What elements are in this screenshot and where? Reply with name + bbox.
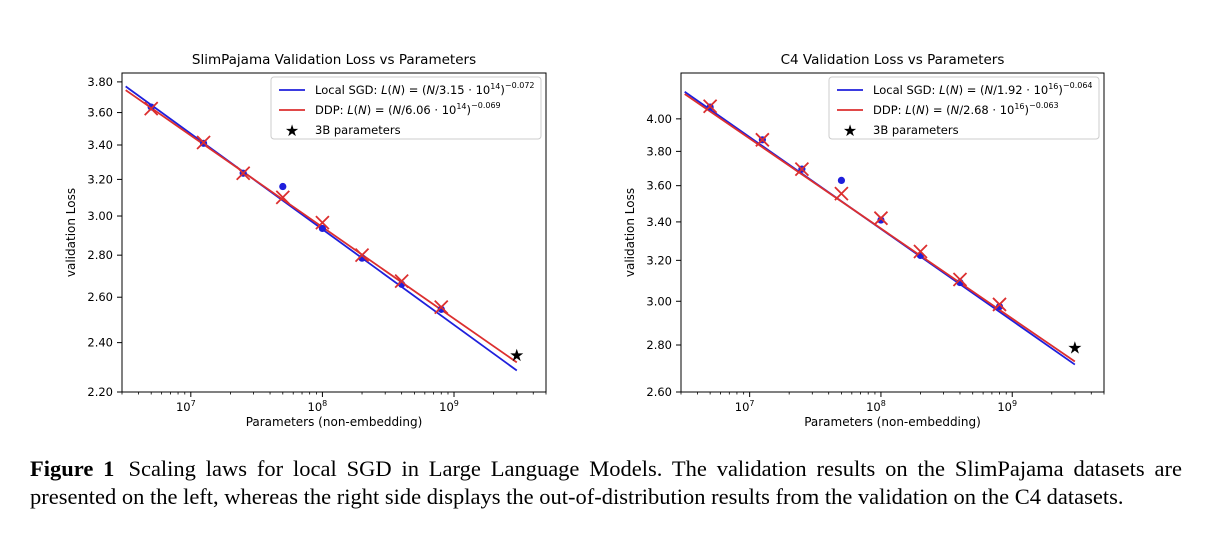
chart-panel-1: SlimPajama Validation Loss vs Parameters… — [64, 52, 547, 429]
y-tick-label: 4.00 — [646, 112, 672, 126]
ddp-point — [275, 190, 290, 205]
ddp-point — [196, 135, 211, 150]
figure: SlimPajama Validation Loss vs Parameters… — [64, 52, 1105, 429]
y-tick-label: 3.80 — [646, 144, 672, 158]
ddp-point — [144, 101, 159, 116]
ddp-point — [873, 211, 889, 226]
local-sgd-point — [147, 103, 155, 111]
x-axis-label: Parameters (non-embedding) — [246, 415, 423, 429]
legend: Local SGD: L(N) = (N/1.92 · 1016)−0.064 D… — [828, 76, 1100, 140]
ddp-point — [434, 299, 449, 315]
local-sgd-point — [318, 224, 327, 233]
x-tick-label: 107 — [176, 399, 196, 414]
y-axis-label: validation Loss — [64, 188, 78, 277]
legend-entry: Local SGD: L(N) = (N/1.92 · 1016)−0.064 — [873, 81, 1093, 97]
y-tick-label: 2.40 — [87, 336, 113, 350]
ddp-point — [952, 272, 968, 287]
ddp-point — [394, 273, 409, 289]
y-tick-label: 3.20 — [87, 172, 113, 186]
local-sgd-point — [995, 302, 1004, 311]
3b-parameters-point: ★ — [1067, 338, 1082, 358]
x-axis-label: Parameters (non-embedding) — [804, 415, 981, 429]
caption-text: Scaling laws for local SGD in Large Lang… — [30, 456, 1182, 509]
legend: Local SGD: L(N) = (N/3.15 · 1014)−0.072 D… — [270, 76, 542, 140]
y-tick-label: 3.40 — [87, 138, 113, 152]
y-tick-label: 3.60 — [646, 179, 672, 193]
legend-entry: DDP: L(N) = (N/2.68 · 1016)−0.063 — [873, 101, 1059, 117]
y-tick-label: 2.60 — [646, 385, 672, 399]
plot-frame — [121, 72, 547, 393]
ddp-point — [834, 186, 849, 201]
y-tick-label: 3.60 — [87, 106, 113, 120]
legend-entry: 3B parameters — [873, 123, 959, 137]
ddp-point — [702, 99, 718, 114]
ddp-point — [992, 297, 1007, 312]
chart-title: C4 Validation Loss vs Parameters — [781, 52, 1005, 68]
y-tick-label: 3.80 — [87, 75, 113, 89]
legend-entry: Local SGD: L(N) = (N/3.15 · 1014)−0.072 — [315, 81, 535, 97]
legend-entry: 3B parameters — [315, 123, 401, 137]
ddp-point — [315, 215, 330, 230]
y-tick-label: 3.00 — [646, 294, 672, 308]
chart-title: SlimPajama Validation Loss vs Parameters — [192, 52, 476, 68]
legend-star-swatch: ★ — [843, 121, 857, 140]
ddp-point — [354, 248, 370, 263]
legend-entry: DDP: L(N) = (N/6.06 · 1014)−0.069 — [315, 101, 501, 117]
y-tick-label: 3.20 — [646, 253, 672, 267]
legend-box — [828, 76, 1100, 140]
y-tick-label: 2.80 — [87, 248, 113, 262]
x-tick-label: 107 — [735, 399, 755, 414]
fit-line-ddp — [684, 93, 1076, 363]
y-tick-label: 3.40 — [646, 215, 672, 229]
local-sgd-point — [877, 216, 885, 224]
legend-star-swatch: ★ — [285, 121, 299, 140]
chart-panel-2: C4 Validation Loss vs Parameters 107 108 10… — [623, 52, 1105, 429]
figure-caption: Figure 1 Scaling laws for local SGD in La… — [30, 455, 1182, 511]
3b-parameters-point: ★ — [509, 346, 524, 366]
y-axis-label: validation Loss — [623, 188, 637, 277]
x-tick-label: 108 — [866, 399, 886, 414]
local-sgd-point — [279, 182, 287, 191]
plot-frame — [680, 72, 1105, 393]
y-tick-label: 2.60 — [87, 290, 113, 304]
local-sgd-point — [837, 176, 846, 184]
x-tick-label: 109 — [439, 399, 459, 414]
y-tick-label: 3.00 — [87, 209, 113, 223]
caption-label: Figure 1 — [30, 456, 115, 481]
x-tick-label: 108 — [308, 399, 328, 414]
local-sgd-point — [437, 305, 445, 313]
ddp-point — [913, 244, 928, 259]
legend-box — [270, 76, 542, 140]
ddp-point — [236, 166, 251, 181]
ddp-point — [755, 132, 770, 147]
ddp-point — [794, 162, 810, 177]
y-tick-label: 2.80 — [646, 338, 672, 352]
y-tick-label: 2.20 — [87, 385, 113, 399]
x-tick-label: 109 — [997, 399, 1017, 414]
